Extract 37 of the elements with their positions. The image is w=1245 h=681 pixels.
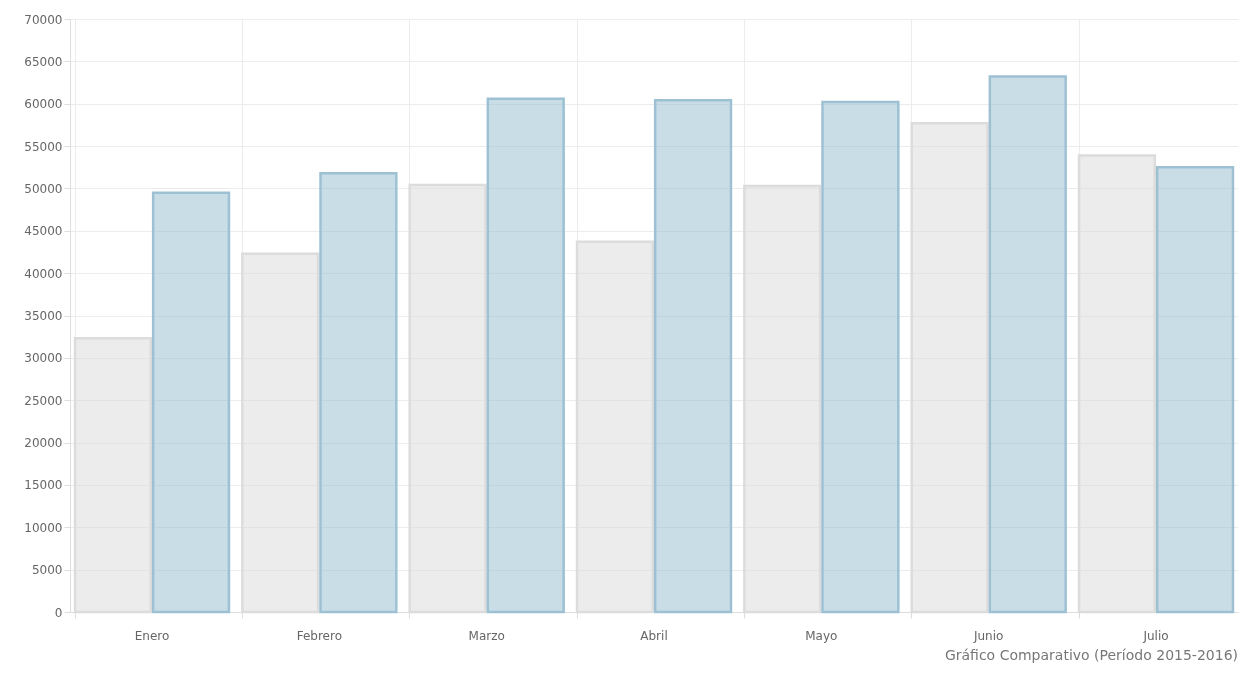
bar [653, 99, 733, 614]
y-tick-label: 30000 [24, 351, 63, 366]
x-tick-label: Junio [972, 628, 1004, 643]
bar [151, 191, 231, 614]
bar [575, 240, 655, 614]
text: Gráfico Comparativo (Período 2015-2016) [944, 647, 1238, 663]
x-tick-label: Enero [134, 628, 170, 643]
y-tick-label: 15000 [24, 478, 63, 493]
bar [486, 97, 565, 614]
y-tick-label: 45000 [24, 224, 63, 239]
bar [73, 337, 153, 614]
y-tick-label: 50000 [24, 181, 63, 196]
bar [1155, 166, 1235, 614]
bar [910, 121, 989, 614]
x-tick-label: Febrero [296, 628, 342, 643]
x-tick-label: Julio [1142, 628, 1169, 643]
y-tick-label: 40000 [24, 266, 63, 281]
y-tick-label: 5000 [31, 563, 63, 578]
bar [319, 171, 398, 614]
y-tick-label: 35000 [24, 309, 63, 323]
bar [408, 183, 487, 614]
y-tick-label: 65000 [24, 54, 63, 69]
bar [988, 75, 1067, 614]
y-tick-label: 60000 [24, 97, 63, 112]
y-tick-label: 55000 [24, 139, 63, 154]
y-tick-label: 25000 [24, 393, 63, 408]
bar [241, 252, 320, 614]
y-tick-label: 0 [54, 605, 63, 620]
y-tick-label: 20000 [24, 436, 63, 451]
x-tick-label: Marzo [468, 628, 505, 643]
bar [1077, 154, 1157, 614]
x-tick-label: Mayo [805, 628, 838, 643]
y-tick-label: 10000 [24, 520, 63, 535]
bar [743, 184, 822, 614]
y-tick-label: 70000 [24, 12, 63, 27]
x-tick-label: Abril [640, 628, 668, 643]
bar [821, 100, 900, 614]
